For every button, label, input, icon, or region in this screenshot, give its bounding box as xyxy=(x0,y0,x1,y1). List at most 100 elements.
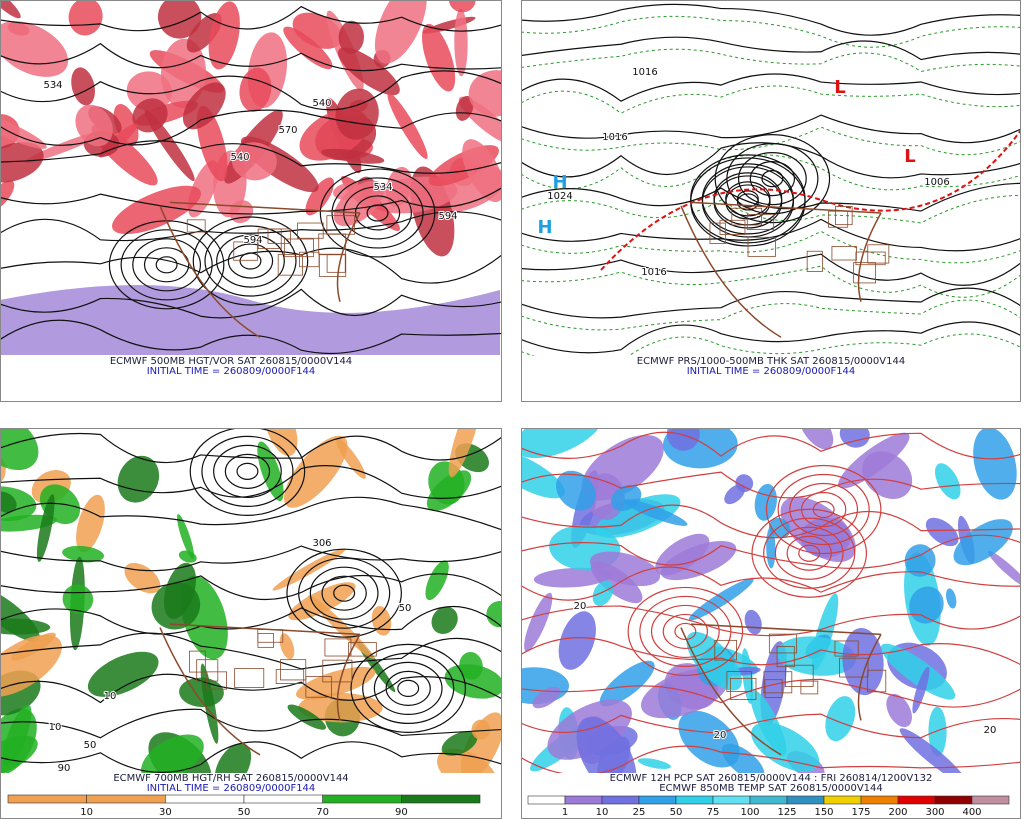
shaded-field xyxy=(462,139,501,203)
colorbar-swatch xyxy=(601,795,640,805)
contour-line xyxy=(522,253,1020,286)
contour-line xyxy=(1,632,501,670)
closed-contour xyxy=(639,595,732,668)
shaded-field xyxy=(62,545,105,563)
state-border xyxy=(234,668,265,688)
closed-contour xyxy=(763,517,856,589)
state-border xyxy=(827,210,849,228)
state-border xyxy=(709,222,726,244)
colorbar-swatch xyxy=(322,794,402,804)
shaded-field xyxy=(666,429,700,451)
state-border xyxy=(326,254,346,273)
closed-contour xyxy=(751,508,868,598)
shaded-field xyxy=(208,1,240,70)
contour-line xyxy=(1,288,501,319)
shaded-field xyxy=(425,560,449,601)
closed-contour xyxy=(333,584,356,602)
shaded-field xyxy=(880,643,956,700)
shaded-field xyxy=(279,633,295,660)
state-border xyxy=(186,219,206,233)
colorbar-label: 125 xyxy=(777,807,796,818)
pressure-center: H xyxy=(537,217,552,238)
closed-contour xyxy=(397,679,420,698)
shaded-field xyxy=(1,1,21,19)
closed-contour xyxy=(774,526,844,580)
shaded-field xyxy=(75,104,113,147)
closed-contour xyxy=(189,429,306,516)
contour-label: 540 xyxy=(312,98,331,109)
closed-contour xyxy=(366,204,389,222)
state-border xyxy=(867,669,887,693)
closed-contour xyxy=(714,134,831,224)
shaded-field xyxy=(904,544,936,577)
shaded-field xyxy=(1,285,500,355)
panel-caption: INITIAL TIME = 260809/0000F144 xyxy=(687,366,856,377)
panel-caption: ECMWF PRS/1000-500MB THK SAT 260815/0000… xyxy=(637,356,905,367)
contour-line xyxy=(522,321,1020,354)
shaded-field xyxy=(1,491,17,513)
colorbar-swatch xyxy=(749,795,788,805)
shaded-field xyxy=(987,551,1020,589)
contour-line xyxy=(1,673,501,704)
shaded-field xyxy=(338,20,365,54)
thickness-line xyxy=(522,126,1020,156)
shaded-field xyxy=(421,23,456,92)
colorbar-label: 175 xyxy=(851,807,870,818)
closed-contour xyxy=(385,670,431,707)
shaded-field xyxy=(599,660,655,707)
closed-contour xyxy=(331,177,424,249)
closed-contour xyxy=(321,575,367,611)
closed-contour xyxy=(650,604,720,659)
shaded-field xyxy=(522,450,565,499)
contour-label: 1006 xyxy=(924,177,949,188)
shaded-field xyxy=(610,484,642,511)
shaded-field xyxy=(556,470,596,511)
closed-contour xyxy=(373,661,443,716)
closed-contour xyxy=(765,464,882,555)
contour-label: 534 xyxy=(43,80,62,91)
state-border xyxy=(747,236,776,257)
shaded-field xyxy=(371,606,392,636)
contour-label: 10 xyxy=(49,722,62,733)
contour-line xyxy=(1,465,501,499)
state-border xyxy=(275,669,305,684)
state-border xyxy=(806,250,823,272)
contour-line xyxy=(522,431,1020,460)
colorbar-swatch xyxy=(401,794,481,804)
closed-contour xyxy=(761,170,784,188)
contour-label: 20 xyxy=(984,725,997,736)
contour-line xyxy=(1,70,501,111)
colorbar-label: 10 xyxy=(80,807,93,818)
contour-label: 20 xyxy=(574,601,587,612)
colorbar-label: 30 xyxy=(159,807,172,818)
shaded-field xyxy=(87,651,159,697)
thickness-line xyxy=(522,333,1020,356)
contour-label: 570 xyxy=(278,125,297,136)
state-border xyxy=(731,207,762,226)
shaded-field xyxy=(36,494,55,562)
colorbar-label: 400 xyxy=(962,807,981,818)
state-border xyxy=(233,241,258,261)
shaded-field xyxy=(839,429,870,448)
shaded-field xyxy=(338,47,400,96)
closed-contour xyxy=(239,252,262,270)
map-panel: 306 50 10 10 50 90 ECMWF 700MB HGT/RH SAT 2608… xyxy=(0,428,502,819)
shaded-field xyxy=(934,463,961,500)
closed-contour xyxy=(674,622,697,641)
shaded-field xyxy=(1,618,51,635)
map-area xyxy=(1,1,501,355)
shaded-field xyxy=(637,758,671,769)
state-border xyxy=(719,219,746,235)
map-panel: 20 20 20 ECMWF 12H PCP SAT 260815/0000V144 … xyxy=(521,428,1021,819)
thickness-line xyxy=(522,265,1020,298)
contour-label: 1016 xyxy=(641,267,666,278)
shaded-field xyxy=(576,716,637,773)
shaded-field xyxy=(678,710,740,768)
closed-contour xyxy=(227,243,274,279)
shaded-field xyxy=(460,712,501,773)
country-border xyxy=(680,623,882,756)
colorbar-label: 10 xyxy=(596,807,609,818)
contour-line xyxy=(1,708,501,739)
closed-contour xyxy=(777,473,870,546)
colorbar-label: 70 xyxy=(316,807,329,818)
